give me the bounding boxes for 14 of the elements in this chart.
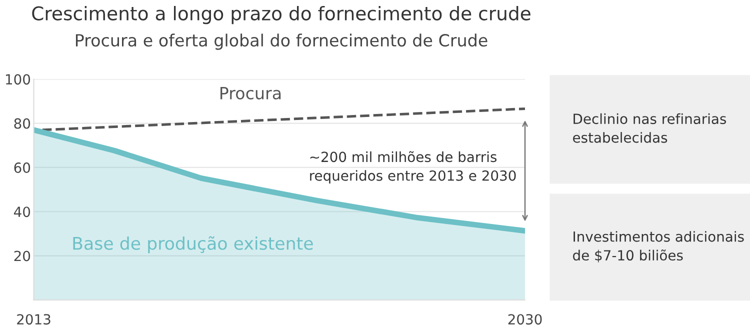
y-tick-label: 80 — [14, 118, 30, 129]
series-label: Base de produção existente — [73, 236, 313, 254]
y-tick-label: 60 — [14, 162, 30, 173]
text: Declinio nas refinarias estabelecidas — [573, 113, 726, 143]
x-tick-label: 2030 — [508, 314, 542, 325]
annotation: ~200 mil milhões de barris requeridos entre 2013 e 2030 — [310, 151, 516, 184]
x-tick-label: 2013 — [17, 314, 50, 325]
text: Investimentos adicionais de $7-10 biliões — [573, 231, 744, 262]
y-tick-label: 20 — [14, 250, 30, 262]
chart-subtitle: Procura e oferta global do fornecimento de Crude — [76, 34, 488, 50]
y-tick-label: 100 — [6, 74, 30, 85]
y-tick-label: 40 — [14, 206, 30, 218]
chart-title: Crescimento a longo prazo do fornecimento de crude — [32, 6, 530, 24]
series-label: Procura — [220, 87, 281, 100]
